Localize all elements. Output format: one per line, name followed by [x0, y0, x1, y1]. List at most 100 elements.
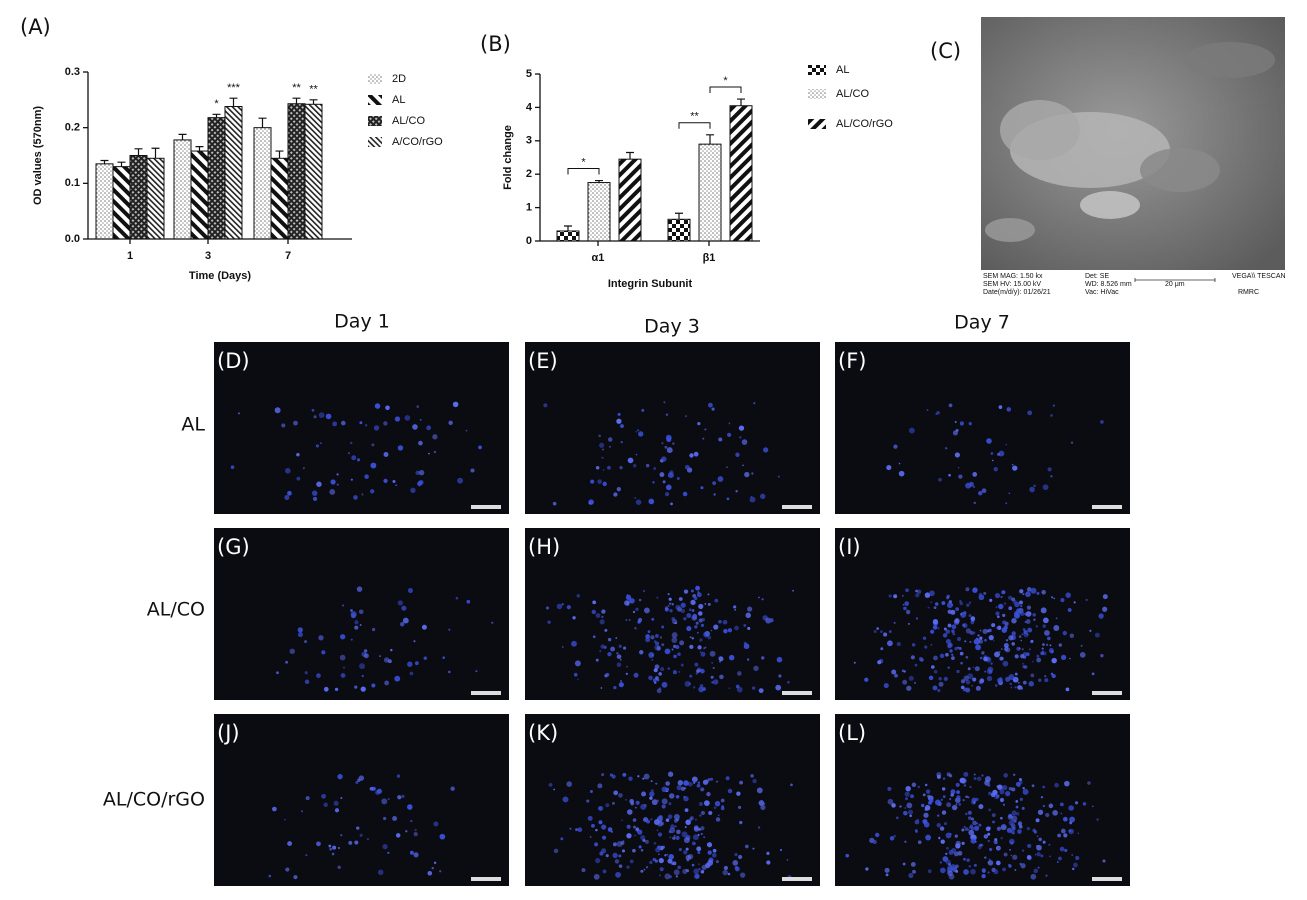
- cell-nucleus: [620, 840, 625, 845]
- cell-nucleus: [1048, 843, 1051, 846]
- cell-nucleus: [986, 438, 992, 444]
- bar: [587, 182, 611, 242]
- error-bar: [564, 225, 572, 231]
- cell-nucleus: [743, 624, 747, 627]
- cell-nucleus: [845, 853, 850, 858]
- x-axis-title: Integrin Subunit: [608, 278, 693, 290]
- cell-nucleus: [700, 826, 705, 831]
- panel-label: (G): [217, 535, 250, 559]
- cell-nucleus: [959, 600, 962, 603]
- panel-label: (D): [217, 349, 250, 373]
- cell-nucleus: [613, 492, 618, 497]
- cell-nucleus: [963, 611, 967, 615]
- cell-nucleus: [304, 640, 307, 644]
- cell-nucleus: [613, 685, 617, 690]
- cell-nucleus: [667, 593, 670, 596]
- cell-nucleus: [986, 776, 989, 779]
- cell-nucleus: [979, 636, 983, 640]
- cell-nucleus: [694, 818, 697, 821]
- cell-nucleus: [1010, 686, 1013, 689]
- cell-nucleus: [991, 623, 996, 628]
- cell-nucleus: [1009, 682, 1012, 686]
- cell-nucleus: [978, 592, 982, 597]
- cell-nucleus: [922, 818, 928, 825]
- cell-nucleus: [735, 490, 738, 493]
- cell-nucleus: [775, 684, 782, 691]
- cell-nucleus: [987, 832, 991, 836]
- cell-nucleus: [968, 421, 972, 426]
- cell-nucleus: [650, 635, 655, 640]
- cell-nucleus: [712, 481, 717, 486]
- cell-nucleus: [753, 402, 756, 405]
- significance-bracket: [678, 122, 711, 129]
- cell-nucleus: [601, 456, 604, 459]
- cell-nucleus: [893, 444, 898, 449]
- legend-label: AL/CO: [836, 88, 869, 100]
- cell-nucleus: [938, 676, 942, 681]
- cell-nucleus: [664, 492, 670, 497]
- cell-nucleus: [1005, 639, 1009, 642]
- cell-nucleus: [547, 620, 551, 624]
- cell-nucleus: [1001, 590, 1006, 595]
- cell-nucleus: [649, 860, 653, 865]
- cell-nucleus: [948, 473, 951, 477]
- cell-nucleus: [945, 629, 950, 634]
- cell-nucleus: [409, 671, 414, 676]
- cell-nucleus: [591, 823, 595, 828]
- cell-nucleus: [661, 786, 668, 793]
- cell-nucleus: [963, 675, 969, 681]
- cell-nucleus: [656, 829, 659, 832]
- cell-nucleus: [315, 444, 319, 448]
- cell-nucleus: [722, 869, 728, 876]
- cell-nucleus: [1015, 805, 1019, 809]
- cell-nucleus: [734, 625, 739, 631]
- cell-nucleus: [964, 827, 969, 831]
- bar: [253, 127, 272, 240]
- cell-nucleus: [665, 413, 669, 416]
- cell-nucleus: [1022, 788, 1029, 795]
- cell-nucleus: [707, 859, 714, 866]
- legend-label: A/CO/rGO: [392, 136, 443, 148]
- cell-nucleus: [967, 667, 971, 671]
- cell-nucleus: [718, 437, 723, 442]
- cell-nucleus: [888, 594, 892, 598]
- cell-nucleus: [1015, 781, 1021, 787]
- cell-nucleus: [491, 621, 494, 624]
- cell-nucleus: [1036, 657, 1042, 663]
- cell-nucleus: [1072, 867, 1075, 871]
- scale-bar: [1092, 877, 1122, 881]
- cell-nucleus: [907, 809, 914, 815]
- cell-nucleus: [678, 671, 681, 673]
- cell-nucleus: [753, 665, 759, 672]
- cell-nucleus: [1051, 673, 1056, 679]
- cell-nucleus: [637, 829, 643, 835]
- cell-nucleus: [776, 656, 783, 663]
- cell-nucleus: [961, 778, 967, 784]
- cell-nucleus: [761, 598, 764, 601]
- cell-nucleus: [1008, 606, 1013, 611]
- cell-nucleus: [626, 809, 633, 815]
- cell-nucleus: [395, 833, 401, 838]
- cell-nucleus: [946, 772, 951, 777]
- cell-nucleus: [1062, 630, 1068, 636]
- cell-nucleus: [981, 774, 984, 777]
- cell-nucleus: [334, 687, 339, 691]
- cell-nucleus: [752, 847, 755, 850]
- cell-nucleus: [739, 436, 742, 439]
- cell-nucleus: [337, 865, 341, 870]
- cell-nucleus: [360, 686, 366, 692]
- cell-nucleus: [1019, 797, 1023, 802]
- cell-nucleus: [343, 666, 345, 669]
- cell-nucleus: [766, 860, 771, 865]
- cell-nucleus: [734, 852, 738, 857]
- cell-nucleus: [887, 798, 894, 805]
- cell-nucleus: [960, 613, 963, 616]
- cell-nucleus: [1010, 829, 1015, 834]
- cell-nucleus: [889, 836, 895, 841]
- cell-nucleus: [617, 412, 621, 416]
- cell-nucleus: [625, 798, 628, 801]
- cell-nucleus: [965, 795, 968, 799]
- cell-nucleus: [717, 476, 724, 482]
- cell-nucleus: [405, 830, 408, 833]
- cell-nucleus: [1038, 837, 1042, 842]
